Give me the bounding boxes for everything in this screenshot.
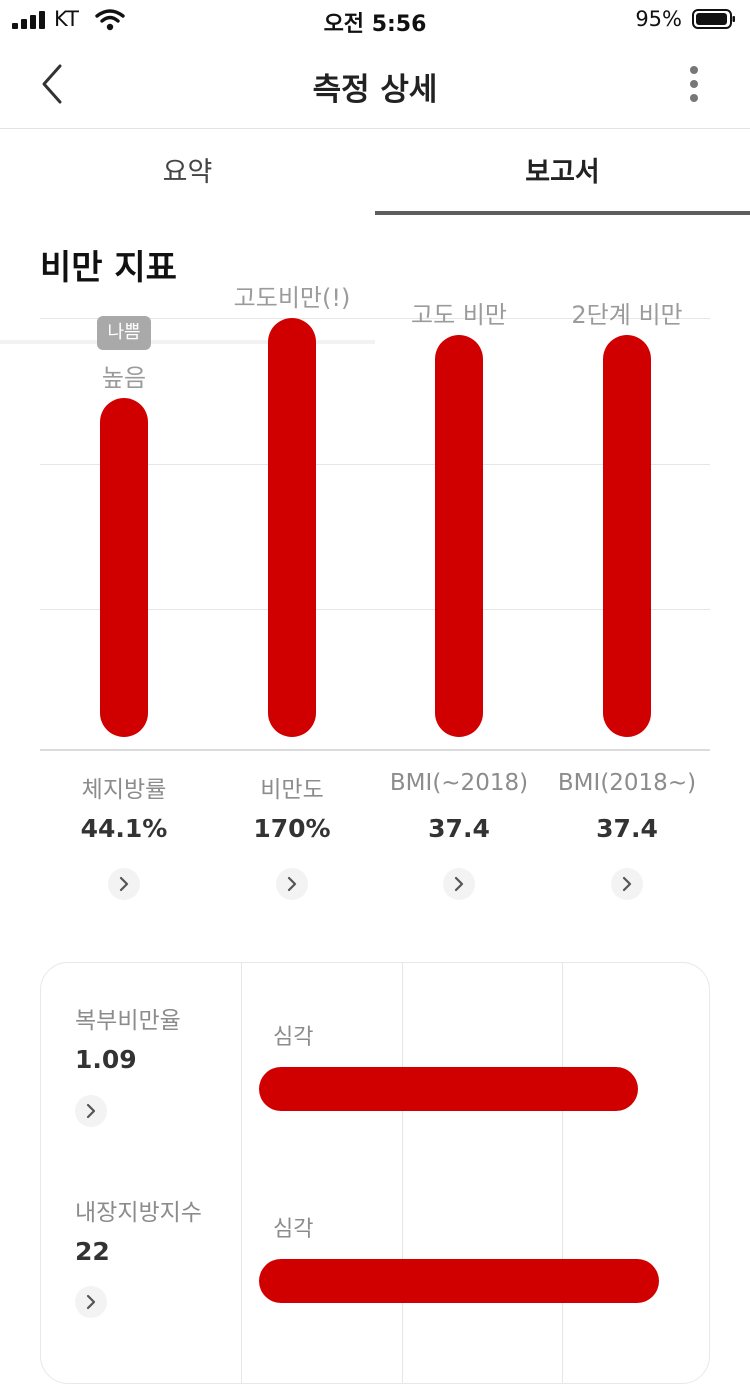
page-title: 측정 상세 bbox=[312, 72, 438, 108]
chevron-right-icon bbox=[454, 876, 464, 892]
metric-name: 복부비만율 bbox=[75, 1008, 181, 1034]
metric-value: 37.4 bbox=[428, 814, 490, 843]
obesity-degree-detail-button[interactable] bbox=[276, 868, 308, 900]
bmi-old-detail-button[interactable] bbox=[443, 868, 475, 900]
visceral-fat-bar bbox=[259, 1259, 659, 1303]
bar-level-label: 고도 비만 bbox=[411, 300, 507, 329]
chart-baseline bbox=[40, 749, 710, 751]
bar-body-fat bbox=[100, 397, 148, 737]
card-divider bbox=[402, 963, 403, 1383]
card-divider bbox=[241, 963, 242, 1383]
carrier-label: KT bbox=[54, 7, 79, 31]
battery-percent: 95% bbox=[635, 7, 682, 31]
body-fat-detail-button[interactable] bbox=[108, 868, 140, 900]
metric-name: 비만도 bbox=[260, 777, 324, 803]
grid-line bbox=[40, 318, 710, 319]
tab-report[interactable]: 보고서 bbox=[375, 129, 750, 215]
grid-line bbox=[40, 464, 710, 465]
bar-obesity-degree bbox=[268, 318, 316, 737]
status-time: 오전 5:56 bbox=[323, 12, 427, 37]
section-title: 비만 지표 bbox=[40, 248, 177, 288]
back-button[interactable] bbox=[30, 60, 78, 108]
level-label: 심각 bbox=[273, 1025, 314, 1050]
chevron-right-icon bbox=[287, 876, 297, 892]
abdominal-fat-detail-button[interactable] bbox=[75, 1095, 107, 1127]
metric-value: 37.4 bbox=[596, 814, 658, 843]
metric-value: 22 bbox=[75, 1237, 110, 1266]
bar-level-label: 2단계 비만 bbox=[571, 300, 683, 329]
status-bar: KT 오전 5:56 95% bbox=[0, 0, 750, 40]
bar-bmi-old bbox=[435, 334, 483, 737]
bmi-new-detail-button[interactable] bbox=[611, 868, 643, 900]
wifi-icon bbox=[95, 9, 125, 31]
abdominal-fat-bar bbox=[259, 1067, 638, 1111]
chevron-right-icon bbox=[86, 1103, 96, 1119]
signal-icon bbox=[12, 11, 48, 29]
navigation-bar: 측정 상세 bbox=[0, 40, 750, 129]
chevron-right-icon bbox=[86, 1294, 96, 1310]
chevron-right-icon bbox=[119, 876, 129, 892]
tab-divider bbox=[0, 340, 375, 344]
bar-bmi-new bbox=[603, 334, 651, 737]
obesity-index-chart: 나쁨 높음 체지방률 44.1% 고도비만(!) 비만도 170% 고도 비만 … bbox=[0, 284, 750, 930]
battery-icon bbox=[692, 9, 735, 29]
metric-name: 체지방률 bbox=[81, 777, 167, 803]
metric-value: 1.09 bbox=[75, 1045, 137, 1074]
badge-bad: 나쁨 bbox=[97, 315, 151, 350]
more-options-button[interactable] bbox=[682, 62, 706, 106]
chevron-left-icon bbox=[42, 64, 62, 104]
grid-line bbox=[40, 609, 710, 610]
level-label: 심각 bbox=[273, 1217, 314, 1242]
tab-bar: 요약 보고서 bbox=[0, 129, 750, 344]
metric-name: BMI(2018~) bbox=[557, 770, 697, 796]
chevron-right-icon bbox=[622, 876, 632, 892]
metric-name: BMI(~2018) bbox=[389, 770, 529, 796]
metric-value: 170% bbox=[253, 814, 331, 843]
bar-level-label: 고도비만(!) bbox=[233, 284, 351, 312]
visceral-fat-detail-button[interactable] bbox=[75, 1286, 107, 1318]
card-divider bbox=[562, 963, 563, 1383]
bar-level-label: 높음 bbox=[101, 363, 147, 392]
metric-name: 내장지방지수 bbox=[75, 1200, 202, 1226]
abdominal-metrics-card: 복부비만율 1.09 심각 내장지방지수 22 심각 bbox=[40, 962, 710, 1384]
metric-value: 44.1% bbox=[80, 814, 168, 843]
tab-summary[interactable]: 요약 bbox=[162, 157, 213, 188]
